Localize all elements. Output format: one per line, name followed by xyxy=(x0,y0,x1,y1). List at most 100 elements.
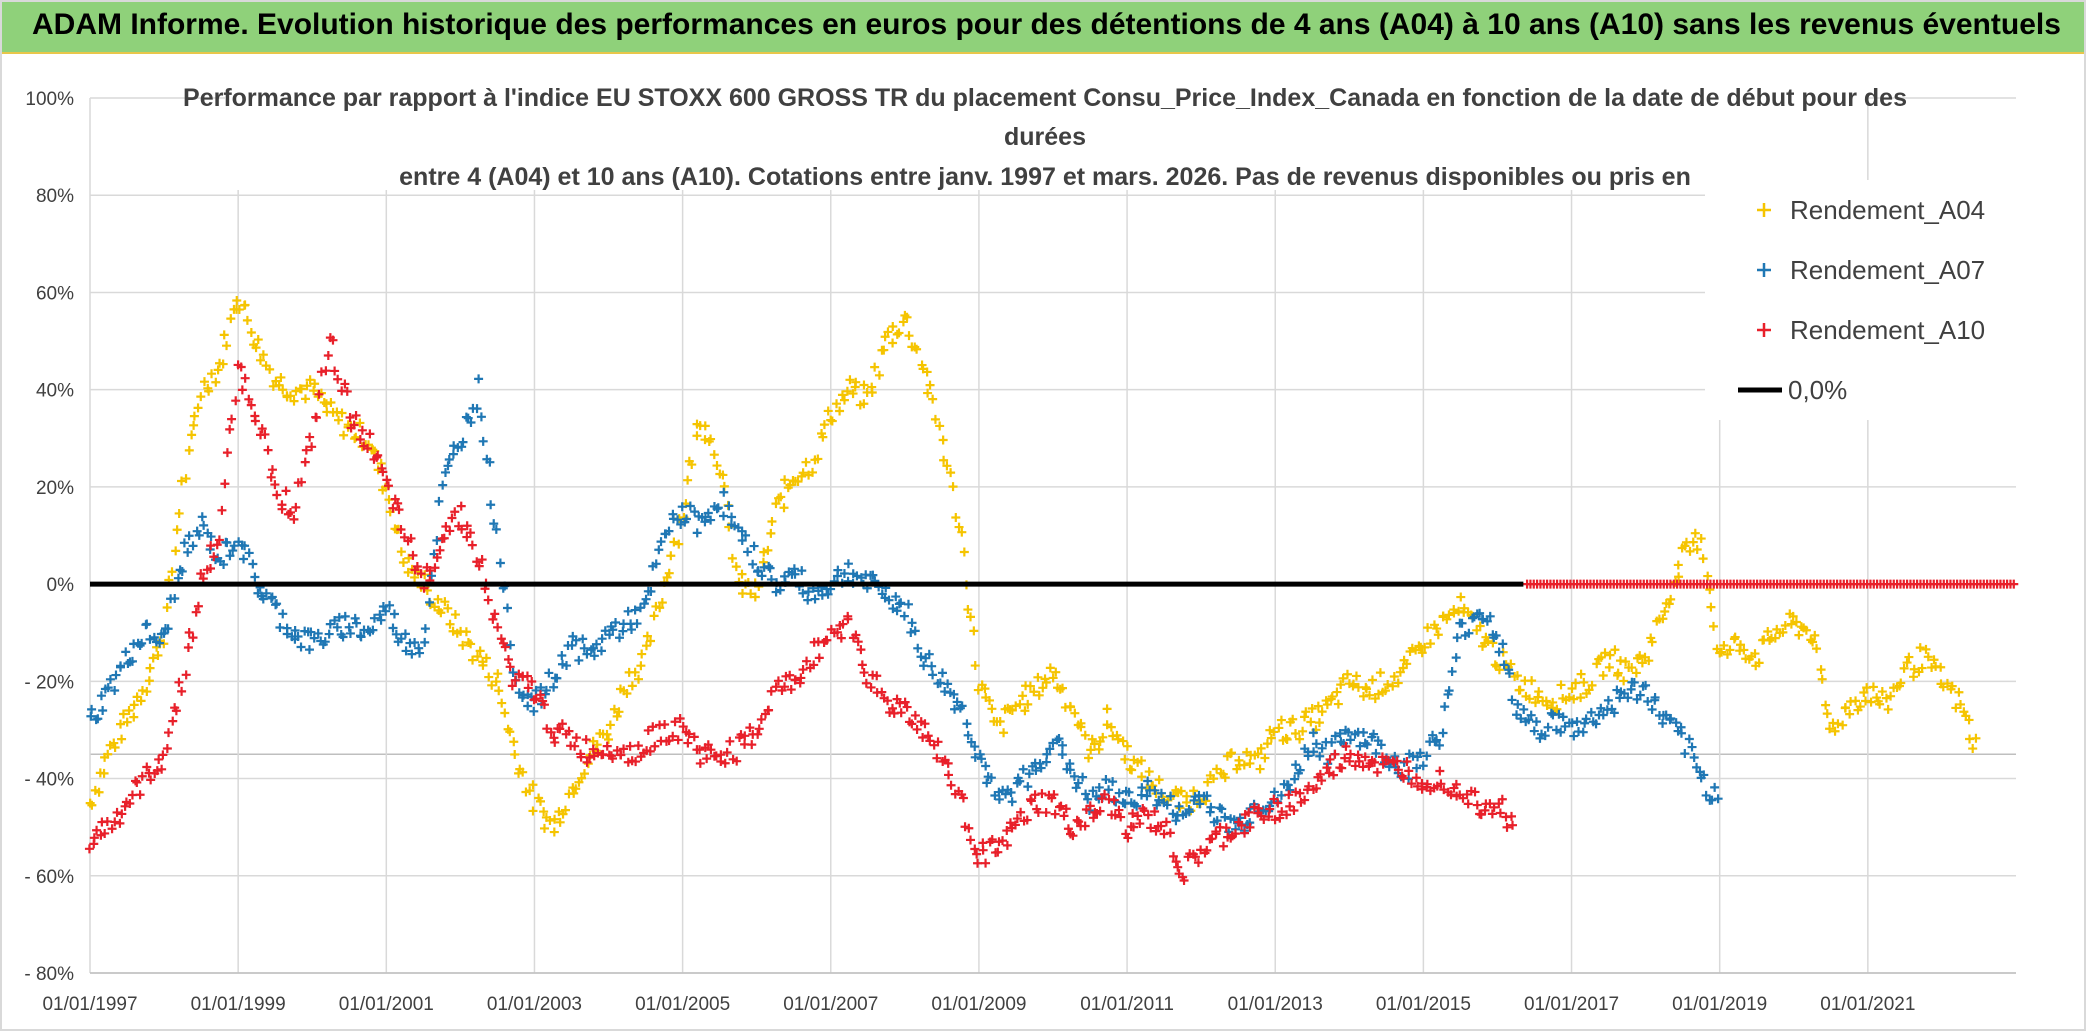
rendement-a04-point xyxy=(1327,692,1337,702)
rendement-a10-point xyxy=(564,726,574,736)
rendement-a04-point xyxy=(545,816,555,826)
rendement-a07-point xyxy=(244,548,254,558)
rendement-a07-point xyxy=(681,514,691,524)
rendement-a04-point xyxy=(1490,660,1500,670)
rendement-a07-point xyxy=(1202,791,1212,801)
rendement-a04-point xyxy=(718,470,728,480)
rendement-a10-point xyxy=(1193,858,1203,868)
rendement-a04-point xyxy=(1736,640,1746,650)
rendement-a10-point xyxy=(206,564,216,574)
rendement-a10-point xyxy=(1173,862,1183,872)
rendement-a04-point xyxy=(1613,668,1623,678)
rendement-a04-point xyxy=(1647,637,1657,647)
rendement-a10-point xyxy=(406,533,416,543)
rendement-a07-point xyxy=(340,611,350,621)
rendement-a10-point xyxy=(993,847,1003,857)
rendement-a07-point xyxy=(410,637,420,647)
rendement-a04-point xyxy=(258,350,268,360)
rendement-a04-point xyxy=(902,312,912,322)
rendement-a04-point xyxy=(655,603,665,613)
rendement-a10-point xyxy=(1012,814,1022,824)
rendement-a04-point xyxy=(433,594,443,604)
rendement-a10-point xyxy=(866,682,876,692)
rendement-a10-point xyxy=(231,396,241,406)
rendement-a10-point xyxy=(998,836,1008,846)
rendement-a07-point xyxy=(1447,667,1457,677)
rendement-a04-point xyxy=(1703,571,1713,581)
rendement-a04-point xyxy=(1725,645,1735,655)
rendement-a07-point xyxy=(1065,765,1075,775)
rendement-a07-point xyxy=(1464,628,1474,638)
rendement-a04-point xyxy=(706,434,716,444)
rendement-a07-point xyxy=(1572,717,1582,727)
rendement-a10-point xyxy=(388,503,398,513)
rendement-a10-point xyxy=(616,750,626,760)
rendement-a07-point xyxy=(248,559,258,569)
rendement-a07-point xyxy=(1124,787,1134,797)
chart-title-line: durées xyxy=(1004,123,1086,151)
rendement-a04-point xyxy=(995,717,1005,727)
rendement-a07-point xyxy=(1482,616,1492,626)
rendement-a10-point xyxy=(246,400,256,410)
rendement-a10-point xyxy=(856,645,866,655)
rendement-a04-point xyxy=(569,788,579,798)
rendement-a04-point xyxy=(1660,606,1670,616)
rendement-a04-point xyxy=(1137,772,1147,782)
x-axis-tick-labels: 01/01/1997 01/01/1999 01/01/2001 01/01/2003… xyxy=(42,994,1915,1015)
rendement-a04-point xyxy=(938,435,948,445)
rendement-a10-point xyxy=(1404,766,1414,776)
rendement-a04-point xyxy=(162,602,172,612)
rendement-a10-point xyxy=(281,486,291,496)
rendement-a10-point xyxy=(323,351,333,361)
rendement-a07-point xyxy=(1578,727,1588,737)
rendement-a10-point xyxy=(747,740,757,750)
rendement-a10-point xyxy=(602,741,612,751)
rendement-a10-point xyxy=(958,793,968,803)
rendement-a10-point xyxy=(725,736,735,746)
rendement-a07-point xyxy=(677,502,687,512)
rendement-a07-point xyxy=(1042,749,1052,759)
rendement-a07-point xyxy=(425,597,435,607)
rendement-a04-point xyxy=(518,767,528,777)
rendement-a07-point xyxy=(1291,760,1301,770)
rendement-a07-point xyxy=(690,507,700,517)
rendement-a04-point xyxy=(310,379,320,389)
rendement-a07-point xyxy=(338,632,348,642)
rendement-a10-point xyxy=(857,660,867,670)
rendement-a04-point xyxy=(954,522,964,532)
rendement-a04-point xyxy=(1239,760,1249,770)
rendement-a04-point xyxy=(1025,681,1035,691)
rendement-a04-point xyxy=(939,455,949,465)
rendement-a07-point xyxy=(1094,782,1104,792)
rendement-a07-point xyxy=(142,619,152,629)
rendement-a07-point xyxy=(440,467,450,477)
rendement-a10-point xyxy=(1273,798,1283,808)
rendement-a10-point xyxy=(910,710,920,720)
rendement-a07-point xyxy=(1540,731,1550,741)
rendement-a07-point xyxy=(1311,739,1321,749)
rendement-a04-point xyxy=(1968,744,1978,754)
rendement-a10-point xyxy=(753,729,763,739)
rendement-a04-point xyxy=(1868,682,1878,692)
rendement-a07-point xyxy=(1220,812,1230,822)
rendement-a04-point xyxy=(1260,753,1270,763)
rendement-a04-point xyxy=(1658,614,1668,624)
rendement-a07-point xyxy=(975,749,985,759)
rendement-a04-point xyxy=(839,395,849,405)
rendement-a04-point xyxy=(321,399,331,409)
rendement-a07-point xyxy=(1024,769,1034,779)
chart-title-line: entre 4 (A04) et 10 ans (A10). Cotations… xyxy=(399,163,1691,191)
rendement-a10-point xyxy=(900,697,910,707)
rendement-a10-point xyxy=(1317,776,1327,786)
rendement-a07-point xyxy=(356,632,366,642)
rendement-a04-point xyxy=(305,375,315,385)
rendement-a07-point xyxy=(105,674,115,684)
rendement-a04-point xyxy=(942,461,952,471)
rendement-a07-point xyxy=(1114,788,1124,798)
rendement-a10-point xyxy=(1033,807,1043,817)
rendement-a07-point xyxy=(121,647,131,657)
rendement-a07-point xyxy=(913,643,923,653)
rendement-a07-point xyxy=(369,613,379,623)
rendement-a04-point xyxy=(1262,739,1272,749)
rendement-a04-point xyxy=(1127,765,1137,775)
